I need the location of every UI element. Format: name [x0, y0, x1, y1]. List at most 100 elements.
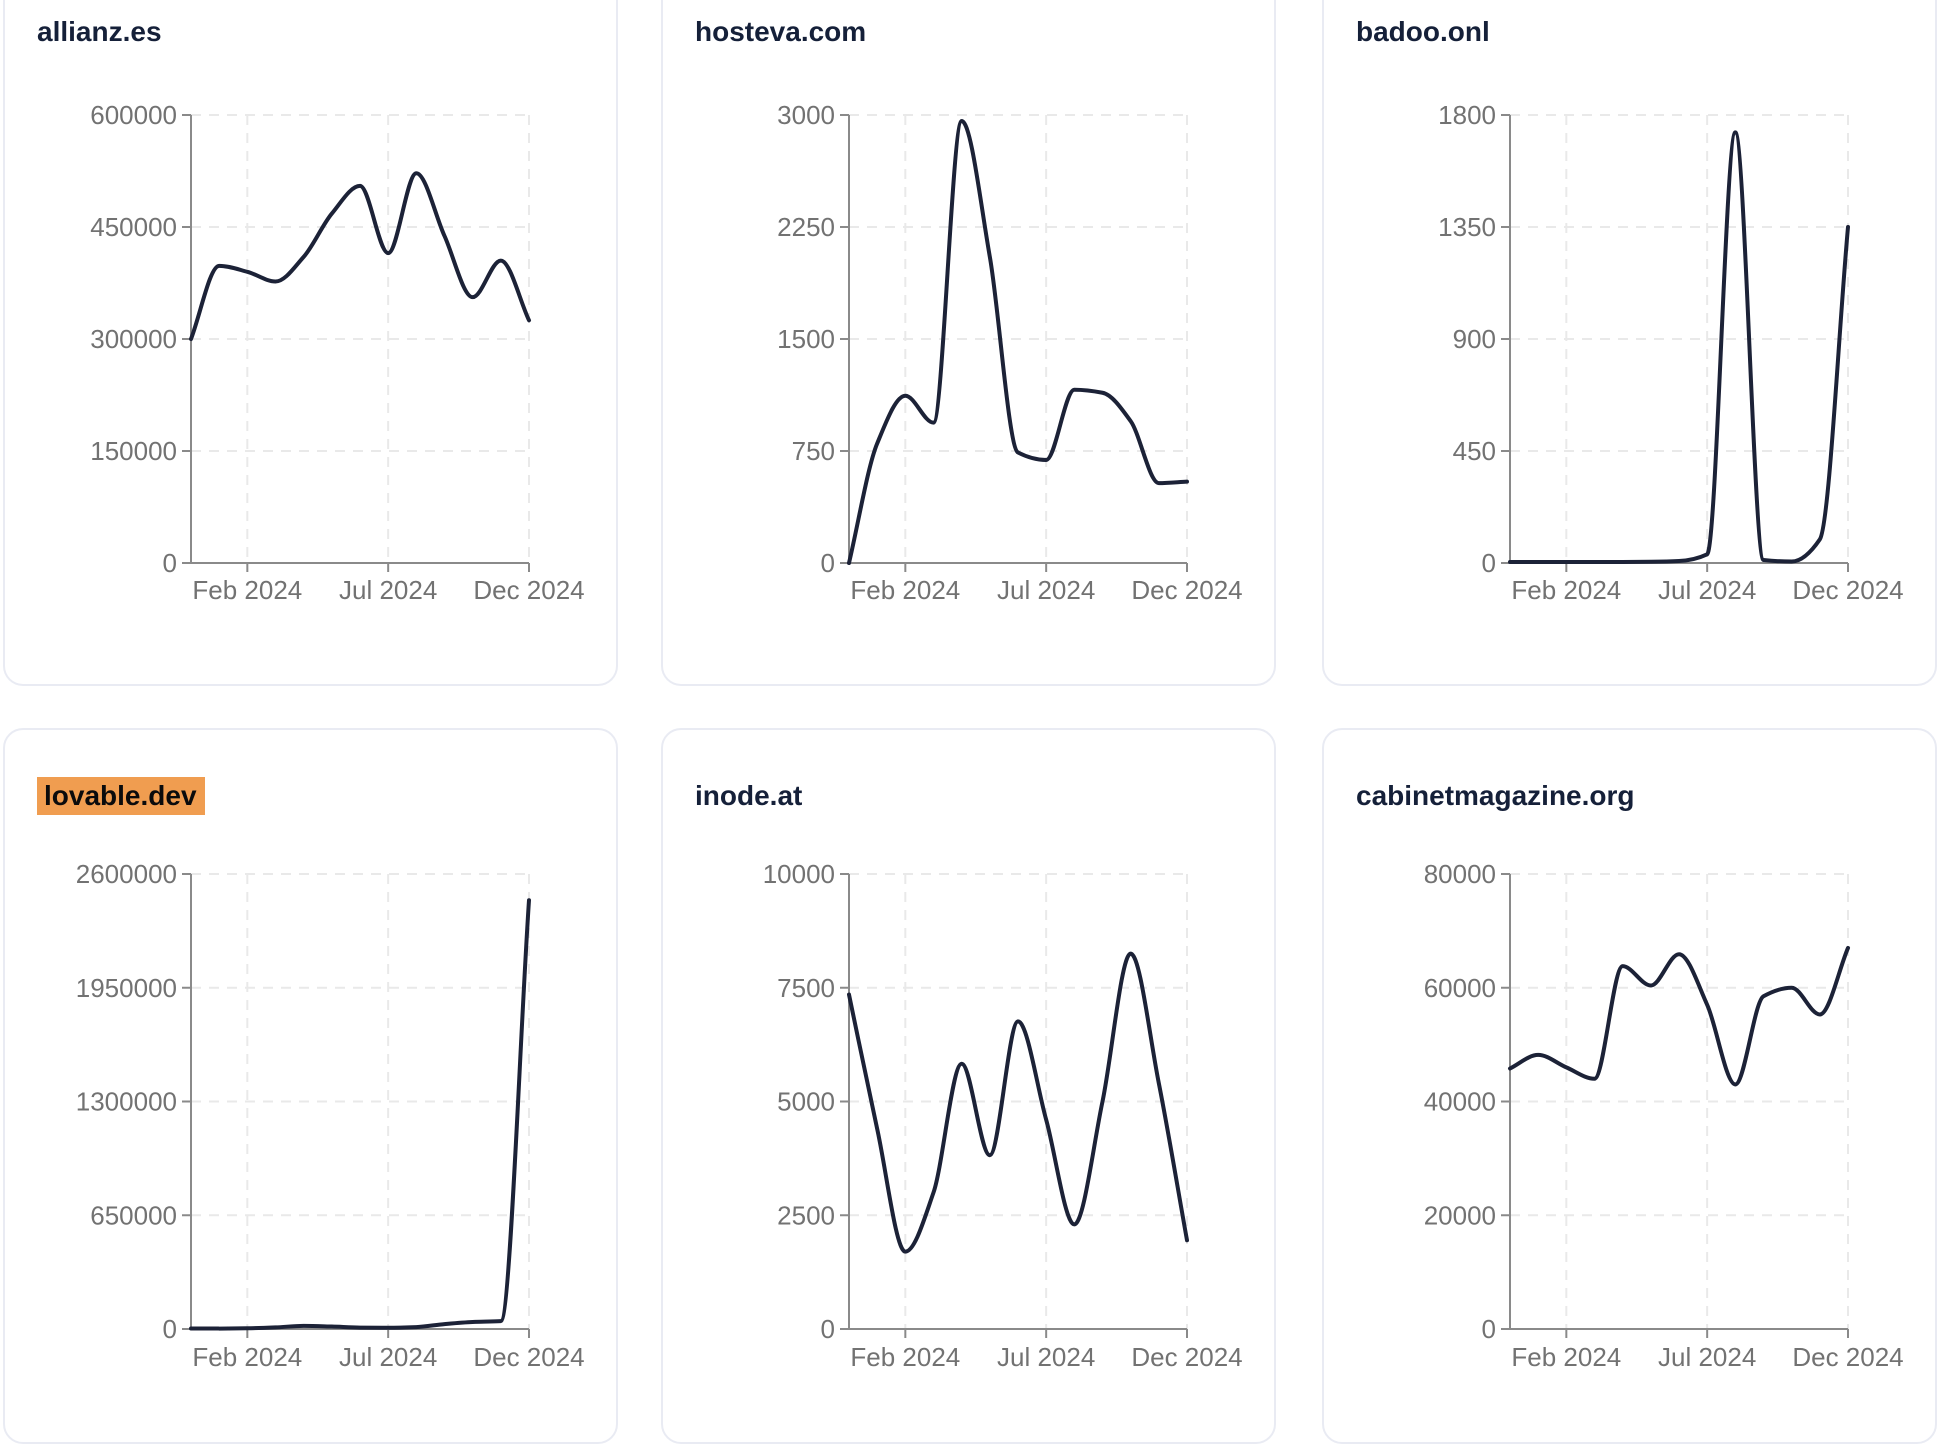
line-chart: 0 20000 40000 60000 80000 Feb 2024 Jul 2024 Dec…	[1424, 859, 1904, 1372]
y-axis-tick-labels: 0 650000 1300000 1950000 2600000	[76, 859, 177, 1344]
y-tick-label: 2600000	[76, 859, 177, 889]
gridlines	[191, 114, 530, 563]
y-tick-label: 2500	[777, 1200, 835, 1230]
y-tick-label: 450	[1453, 436, 1496, 466]
gridlines	[191, 873, 530, 1329]
y-tick-label: 20000	[1424, 1200, 1496, 1230]
chart-card-badoo-onl[interactable]: badoo.onl 0 450 900 1350 1800 Feb 2024 Jul 202…	[1322, 0, 1937, 686]
line-chart: 0 750 1500 2250 3000 Feb 2024 Jul 2024 Dec 2024	[777, 100, 1243, 605]
gridlines	[849, 114, 1188, 563]
y-tick-label: 0	[821, 548, 835, 578]
y-tick-label: 0	[1482, 1314, 1496, 1344]
y-tick-label: 900	[1453, 324, 1496, 354]
chart-card-lovable-dev[interactable]: lovable.dev 0 650000 1300000 1950000 2600000…	[3, 728, 618, 1444]
series-line	[847, 951, 1189, 1254]
chart-title-text: allianz.es	[37, 16, 162, 47]
chart-card-hosteva-com[interactable]: hosteva.com 0 750 1500 2250 3000 Feb 2024 Jul …	[661, 0, 1276, 686]
x-tick-label: Jul 2024	[1658, 575, 1756, 605]
x-axis-tick-labels: Feb 2024 Jul 2024 Dec 2024	[1511, 1342, 1903, 1372]
x-tick-label: Jul 2024	[339, 1342, 437, 1372]
y-tick-label: 0	[821, 1314, 835, 1344]
series-line	[189, 171, 531, 341]
x-tick-label: Jul 2024	[997, 575, 1095, 605]
line-chart: 0 150000 300000 450000 600000 Feb 2024 Jul 202…	[90, 100, 584, 605]
x-axis-tick-labels: Feb 2024 Jul 2024 Dec 2024	[850, 575, 1242, 605]
y-tick-label: 1350	[1438, 212, 1496, 242]
y-tick-label: 5000	[777, 1087, 835, 1117]
axes	[1501, 873, 1849, 1338]
x-axis-tick-labels: Feb 2024 Jul 2024 Dec 2024	[1511, 575, 1903, 605]
axes	[840, 873, 1188, 1338]
chart-title: hosteva.com	[695, 16, 866, 48]
chart-title: allianz.es	[37, 16, 162, 48]
y-tick-label: 2250	[777, 212, 835, 242]
x-tick-label: Jul 2024	[997, 1342, 1095, 1372]
x-axis-tick-labels: Feb 2024 Jul 2024 Dec 2024	[192, 1342, 584, 1372]
x-tick-label: Dec 2024	[1131, 575, 1242, 605]
axes	[182, 114, 530, 572]
x-tick-label: Jul 2024	[339, 575, 437, 605]
y-tick-label: 40000	[1424, 1087, 1496, 1117]
chart-title-text: hosteva.com	[695, 16, 867, 47]
axes	[182, 873, 530, 1338]
chart-title: lovable.dev	[37, 777, 205, 815]
chart-title-text: badoo.onl	[1356, 16, 1490, 47]
chart-title: cabinetmagazine.org	[1356, 780, 1635, 812]
gridlines	[1510, 114, 1849, 563]
x-tick-label: Dec 2024	[473, 575, 584, 605]
y-tick-label: 450000	[90, 212, 177, 242]
line-chart: 0 450 900 1350 1800 Feb 2024 Jul 2024 Dec 2024	[1438, 100, 1904, 605]
line-chart: 0 650000 1300000 1950000 2600000 Feb 2024 Jul …	[76, 859, 585, 1372]
x-axis-tick-labels: Feb 2024 Jul 2024 Dec 2024	[850, 1342, 1242, 1372]
series-line	[1508, 130, 1850, 565]
line-chart: 0 2500 5000 7500 10000 Feb 2024 Jul 2024 Dec 20…	[763, 859, 1243, 1372]
y-tick-label: 1950000	[76, 973, 177, 1003]
y-tick-label: 0	[1482, 548, 1496, 578]
series-line	[847, 118, 1189, 565]
y-tick-label: 150000	[90, 436, 177, 466]
y-tick-label: 0	[163, 1314, 177, 1344]
y-tick-label: 3000	[777, 100, 835, 130]
y-tick-label: 1500	[777, 324, 835, 354]
chart-title-text: cabinetmagazine.org	[1356, 780, 1635, 811]
y-axis-tick-labels: 0 150000 300000 450000 600000	[90, 100, 177, 578]
y-axis-tick-labels: 0 450 900 1350 1800	[1438, 100, 1496, 578]
x-tick-label: Dec 2024	[1131, 1342, 1242, 1372]
y-axis-tick-labels: 0 2500 5000 7500 10000	[763, 859, 835, 1344]
x-tick-label: Jul 2024	[1658, 1342, 1756, 1372]
y-tick-label: 1800	[1438, 100, 1496, 130]
y-tick-label: 750	[792, 436, 835, 466]
chart-card-inode-at[interactable]: inode.at 0 2500 5000 7500 10000 Feb 2024 Jul 2…	[661, 728, 1276, 1444]
y-tick-label: 60000	[1424, 973, 1496, 1003]
y-tick-label: 0	[163, 548, 177, 578]
gridlines	[849, 873, 1188, 1329]
y-tick-label: 10000	[763, 859, 835, 889]
gridlines	[1510, 873, 1849, 1329]
axes	[1501, 114, 1849, 572]
chart-title: badoo.onl	[1356, 16, 1490, 48]
x-tick-label: Feb 2024	[192, 575, 302, 605]
y-tick-label: 300000	[90, 324, 177, 354]
series-line	[189, 898, 531, 1331]
chart-title-text-highlighted: lovable.dev	[37, 777, 205, 815]
x-tick-label: Dec 2024	[1792, 1342, 1903, 1372]
axes	[840, 114, 1188, 572]
x-tick-label: Dec 2024	[473, 1342, 584, 1372]
y-tick-label: 650000	[90, 1200, 177, 1230]
x-tick-label: Feb 2024	[192, 1342, 302, 1372]
series-line	[1508, 945, 1850, 1087]
y-tick-label: 7500	[777, 973, 835, 1003]
x-tick-label: Feb 2024	[850, 575, 960, 605]
y-tick-label: 600000	[90, 100, 177, 130]
chart-card-cabinetmagazine-org[interactable]: cabinetmagazine.org 0 20000 40000 60000 8000…	[1322, 728, 1937, 1444]
x-tick-label: Feb 2024	[1511, 575, 1621, 605]
x-axis-tick-labels: Feb 2024 Jul 2024 Dec 2024	[192, 575, 584, 605]
y-axis-tick-labels: 0 20000 40000 60000 80000	[1424, 859, 1496, 1344]
x-tick-label: Feb 2024	[1511, 1342, 1621, 1372]
y-axis-tick-labels: 0 750 1500 2250 3000	[777, 100, 835, 578]
chart-title-text: inode.at	[695, 780, 803, 811]
x-tick-label: Feb 2024	[850, 1342, 960, 1372]
chart-card-allianz-es[interactable]: allianz.es 0 150000 300000 450000 600000 Feb …	[3, 0, 618, 686]
chart-title: inode.at	[695, 780, 802, 812]
